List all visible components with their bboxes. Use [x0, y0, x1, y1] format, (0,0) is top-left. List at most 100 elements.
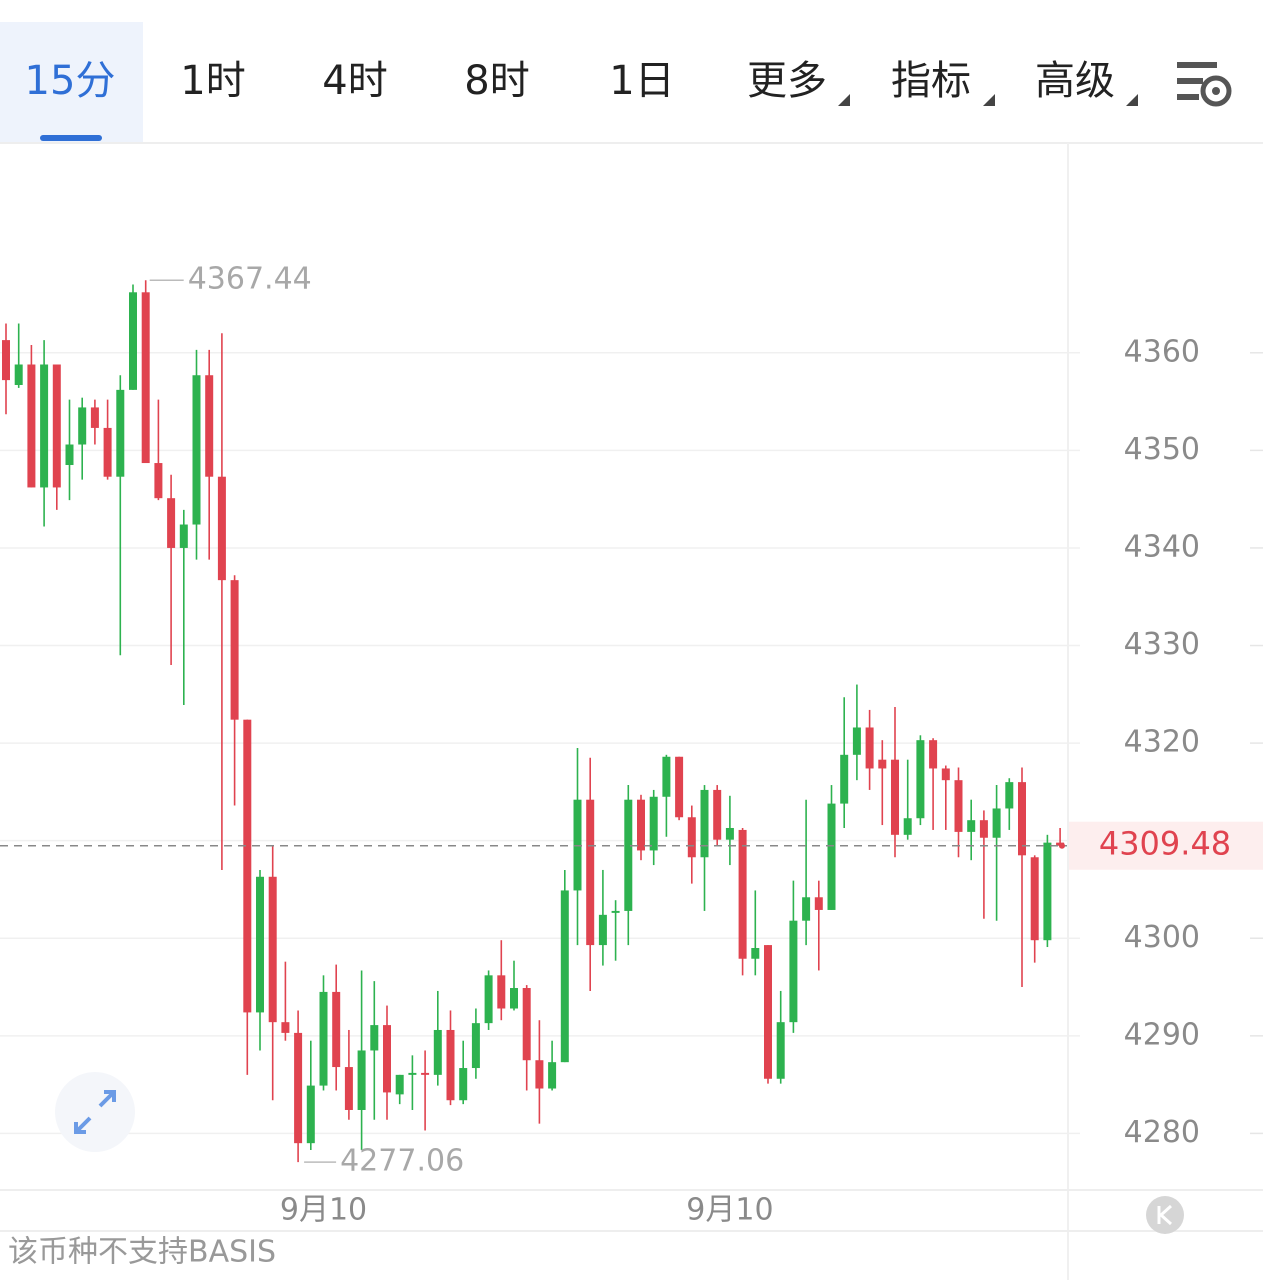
y-tick-label: 4290: [1124, 1017, 1200, 1052]
candle-body: [916, 740, 925, 819]
low-label: 4277.06: [340, 1144, 464, 1179]
last-price-dot: [1059, 842, 1065, 849]
candle-body: [129, 292, 137, 390]
candle-body: [268, 876, 277, 1023]
candle-body: [535, 1060, 544, 1089]
candle-body: [675, 756, 684, 818]
candle-body: [687, 817, 696, 858]
candle-body: [344, 1067, 353, 1110]
candle-body: [764, 945, 772, 1079]
tab[interactable]: 8时: [464, 58, 529, 104]
candle-body: [306, 1085, 315, 1144]
candle-body: [319, 991, 328, 1086]
candle-body: [294, 1032, 303, 1144]
candle-body: [179, 524, 188, 548]
candle-body: [510, 988, 518, 1009]
high-label: 4367.44: [188, 262, 312, 297]
dropdown-caret: [983, 94, 995, 106]
candle-body: [408, 1072, 417, 1075]
candle-body: [522, 988, 531, 1061]
candle-body: [40, 364, 49, 488]
chart: 4280429043004310432043304340435043609月10…: [0, 262, 1263, 1228]
tab[interactable]: 指标: [891, 58, 971, 104]
x-tick-label: 9月10: [280, 1193, 367, 1228]
candle-body: [929, 740, 938, 769]
candle-body: [217, 476, 226, 581]
candle-body: [141, 292, 150, 464]
candle-body: [1005, 782, 1014, 809]
settings-icon[interactable]: [1177, 62, 1232, 107]
candle-body: [700, 789, 709, 858]
candle-body: [446, 1029, 455, 1101]
expand-button[interactable]: [55, 1072, 135, 1152]
candle-body: [827, 803, 836, 910]
tab[interactable]: 1时: [180, 58, 245, 104]
tab[interactable]: 15分: [25, 58, 116, 104]
active-tab-bg: [0, 22, 143, 143]
candle-body: [548, 1062, 557, 1089]
last-price-box: [1068, 821, 1263, 870]
candle-body: [65, 444, 74, 466]
candle-body: [230, 580, 239, 720]
y-tick-label: 4320: [1124, 725, 1200, 760]
candle-body: [471, 1023, 480, 1069]
candle-body: [776, 1022, 785, 1079]
candle-body: [1018, 782, 1026, 856]
dropdown-caret: [1126, 94, 1138, 106]
candle-body: [624, 799, 633, 911]
candle-body: [281, 1022, 290, 1033]
candle-body: [421, 1072, 430, 1075]
candle-body: [662, 756, 671, 797]
candle-body: [243, 719, 252, 1013]
x-tick-label: 9月10: [686, 1193, 773, 1228]
candle-body: [967, 820, 976, 832]
candle-body: [205, 375, 214, 477]
candle-body: [433, 1029, 442, 1075]
y-tick-label: 4300: [1124, 920, 1200, 955]
candle-body: [789, 920, 798, 1023]
candle-body: [2, 340, 10, 381]
candle-body: [370, 1025, 379, 1051]
candle-body: [1043, 842, 1052, 941]
tab[interactable]: 1日: [609, 58, 674, 104]
candle-body: [383, 1025, 391, 1093]
candle-body: [637, 799, 645, 851]
tab[interactable]: 4时: [322, 58, 387, 104]
candle-body: [27, 364, 36, 488]
candle-body: [649, 796, 658, 851]
scroll-to-latest-button[interactable]: [1146, 1196, 1184, 1234]
candle-body: [395, 1074, 404, 1095]
candle-body: [192, 375, 201, 525]
candle-body: [90, 407, 99, 428]
active-indicator: [40, 135, 102, 141]
candle-body: [802, 897, 811, 921]
candle-body: [167, 498, 176, 548]
candle-body: [497, 975, 506, 1009]
last-price-label: 4309.48: [1099, 825, 1231, 863]
candle-body: [852, 727, 861, 755]
candle-body: [840, 754, 849, 804]
y-tick-label: 4280: [1124, 1115, 1200, 1150]
candle-body: [954, 780, 963, 832]
candle-body: [751, 948, 760, 959]
candle-body: [979, 820, 988, 838]
candle-body: [357, 1050, 366, 1110]
tab[interactable]: 高级: [1035, 58, 1115, 104]
dropdown-caret: [838, 94, 850, 106]
candle-body: [713, 789, 722, 840]
candle-body: [891, 759, 899, 835]
candle-body: [992, 808, 1001, 838]
tab[interactable]: 更多: [747, 58, 827, 104]
candle-body: [611, 910, 620, 913]
candle-body: [256, 876, 264, 1013]
candle-body: [865, 727, 874, 769]
y-tick-label: 4350: [1124, 432, 1200, 467]
candle-body: [814, 897, 823, 910]
candle-body: [941, 768, 950, 781]
candle-body: [598, 914, 607, 946]
toolbar: 15分 1时 4时 8时 1日 更多 指标 高级: [0, 22, 1263, 144]
candle-body: [103, 427, 112, 477]
y-tick-label: 4340: [1124, 529, 1200, 564]
candle-body: [586, 799, 595, 946]
